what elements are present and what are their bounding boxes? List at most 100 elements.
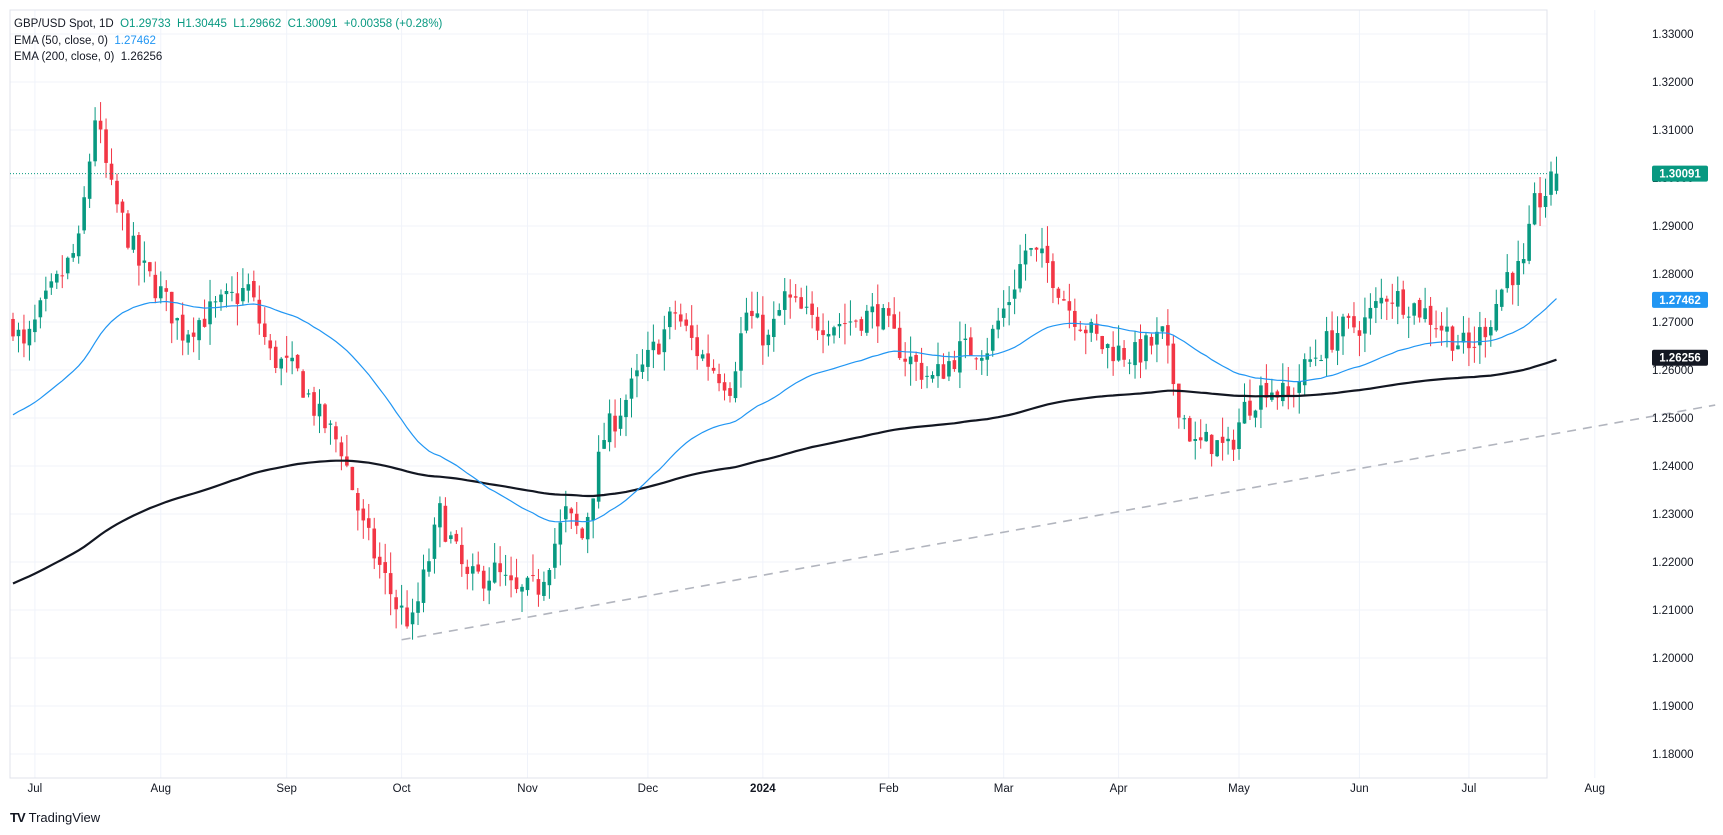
- candle-body: [974, 358, 979, 360]
- candle-body: [1390, 302, 1395, 304]
- candle-body: [947, 361, 951, 377]
- candle-body: [131, 235, 136, 250]
- candle-body: [1499, 289, 1504, 307]
- candle-body: [815, 316, 820, 331]
- candle-body: [531, 575, 535, 577]
- legend-close: C1.30091: [287, 18, 338, 30]
- candle-body: [115, 180, 119, 205]
- candle-body: [689, 325, 694, 338]
- candle-body: [186, 334, 190, 343]
- candle-body: [1554, 173, 1559, 191]
- candle-body: [1198, 437, 1203, 441]
- candle-body: [733, 371, 738, 399]
- candle-body: [886, 308, 891, 316]
- candle-body: [1231, 439, 1236, 450]
- x-tick-label: Jul: [28, 783, 43, 795]
- legend-symbol-row: GBP/USD Spot, 1D O1.29733 H1.30445 L1.29…: [14, 16, 442, 33]
- candle-body: [492, 562, 497, 583]
- candle-body: [580, 528, 585, 539]
- candle-body: [1467, 332, 1471, 349]
- candle-body: [728, 388, 732, 396]
- x-tick-label: May: [1228, 783, 1250, 795]
- candle-body: [1346, 315, 1351, 318]
- candle-body: [213, 301, 218, 303]
- candle-body: [1083, 329, 1088, 334]
- y-tick-label: 1.21000: [1652, 605, 1694, 617]
- candle-body: [810, 303, 814, 315]
- candle-body: [1434, 328, 1438, 330]
- candle-body: [104, 129, 108, 163]
- candle-body: [1253, 410, 1258, 418]
- candle-body: [1538, 193, 1542, 208]
- y-tick-label: 1.23000: [1652, 509, 1694, 521]
- candle-body: [126, 213, 130, 248]
- candle-body: [897, 327, 902, 359]
- candle-body: [870, 306, 875, 313]
- candle-body: [262, 323, 267, 338]
- candle-body: [438, 503, 442, 528]
- candle-body: [788, 294, 793, 298]
- candle-body: [755, 313, 760, 318]
- candle-body: [1051, 261, 1055, 289]
- candle-body: [1171, 343, 1176, 385]
- candle-body: [1220, 436, 1225, 443]
- candle-body: [542, 581, 546, 596]
- candle-body: [427, 561, 431, 572]
- candle-body: [553, 543, 557, 568]
- candle-body: [1385, 298, 1389, 302]
- candle-body: [1204, 431, 1208, 442]
- tradingview-brand[interactable]: TV TradingView: [10, 810, 100, 825]
- candle-body: [1018, 264, 1022, 289]
- candle-body: [93, 120, 97, 162]
- candle-body: [197, 320, 201, 341]
- price-badge-label-ema200: 1.26256: [1659, 353, 1701, 365]
- candle-body: [290, 357, 294, 362]
- candle-body: [1516, 260, 1520, 285]
- candle-body: [695, 337, 699, 357]
- candle-body: [1166, 325, 1170, 346]
- candle-body: [990, 328, 995, 351]
- candle-body: [454, 533, 459, 542]
- candle-body: [722, 382, 727, 391]
- candle-body: [1456, 345, 1460, 350]
- candle-body: [865, 310, 869, 333]
- candle-body: [558, 522, 563, 545]
- candle-body: [1242, 401, 1247, 424]
- y-tick-label: 1.19000: [1652, 701, 1694, 713]
- candle-body: [175, 318, 179, 321]
- candle-body: [279, 358, 283, 369]
- candle-body: [1374, 301, 1378, 308]
- candle-body: [481, 570, 486, 589]
- candle-body: [1040, 248, 1044, 254]
- y-tick-label: 1.33000: [1652, 29, 1694, 41]
- candle-body: [1297, 382, 1302, 393]
- candle-body: [569, 508, 574, 514]
- candle-body: [1549, 171, 1553, 195]
- candle-body: [1122, 348, 1126, 360]
- candle-body: [169, 291, 174, 324]
- candle-body: [1215, 440, 1219, 457]
- candle-body: [843, 323, 847, 325]
- y-tick-label: 1.31000: [1652, 125, 1694, 137]
- ema50-line: [12, 298, 1557, 523]
- candle-body: [65, 257, 70, 274]
- legend-symbol: GBP/USD Spot, 1D: [14, 18, 114, 30]
- price-badge-ema200: [1652, 349, 1708, 366]
- trendline: [401, 404, 1716, 641]
- x-tick-label: Feb: [879, 783, 899, 795]
- tradingview-name: TradingView: [28, 810, 101, 825]
- candle-body: [71, 253, 76, 258]
- candle-body: [793, 296, 798, 298]
- candle-body: [536, 579, 541, 595]
- candle-body: [1527, 223, 1531, 261]
- candle-body: [388, 573, 393, 595]
- candle-body: [1012, 289, 1017, 299]
- candle-body: [416, 601, 420, 613]
- candle-body: [142, 260, 147, 263]
- candle-body: [1324, 331, 1329, 359]
- candle-body: [979, 357, 984, 361]
- candle-body: [1259, 385, 1263, 410]
- candle-body: [668, 311, 672, 328]
- candle-body: [903, 358, 907, 362]
